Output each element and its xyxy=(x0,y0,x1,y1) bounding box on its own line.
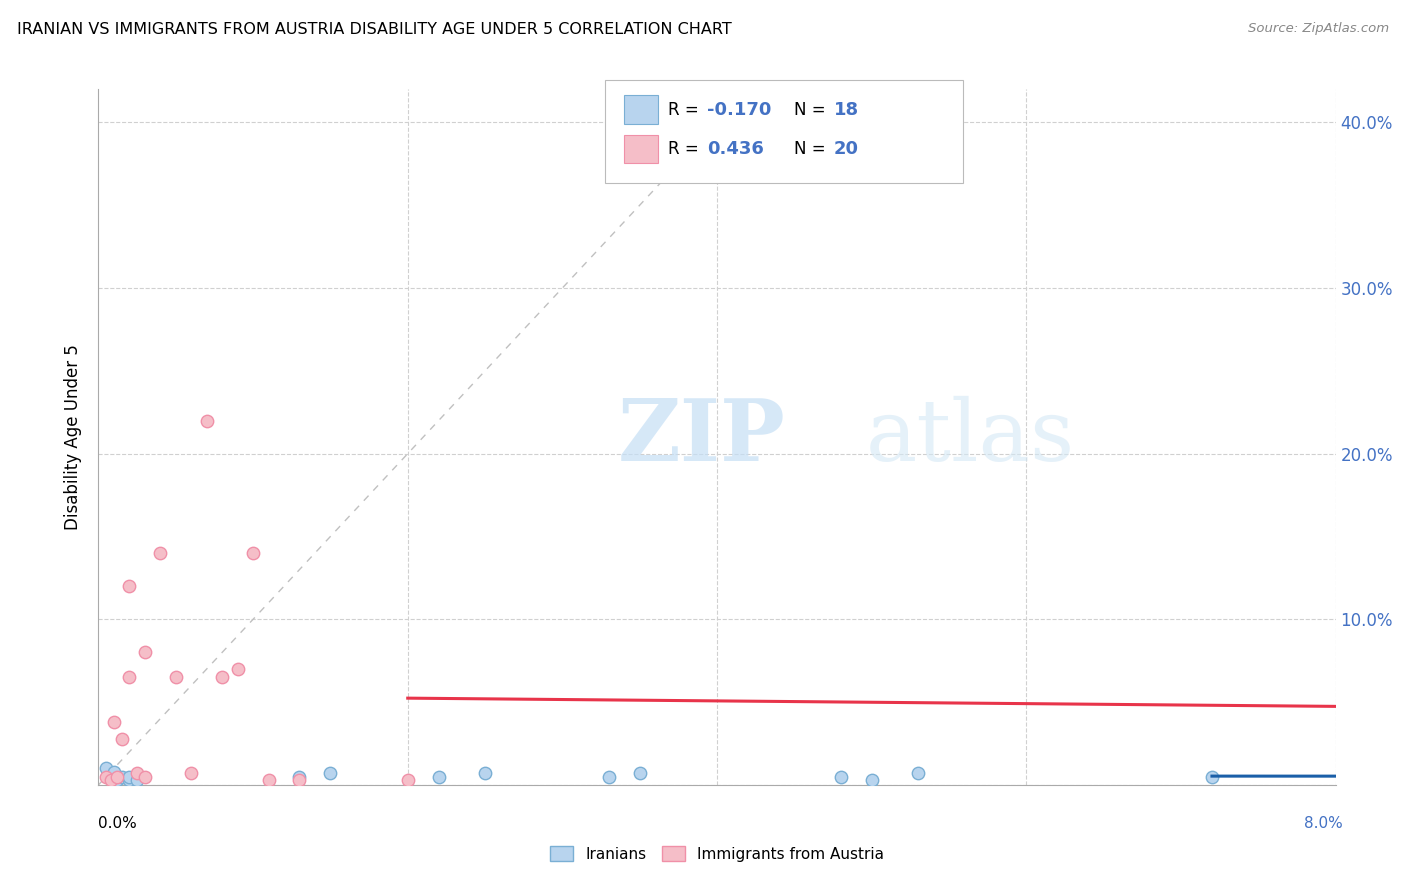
Text: N =: N = xyxy=(794,101,831,119)
Point xyxy=(195,413,218,427)
Point xyxy=(628,766,651,780)
Point xyxy=(319,766,342,780)
Text: atlas: atlas xyxy=(866,395,1074,479)
Text: 18: 18 xyxy=(834,101,859,119)
Point xyxy=(105,770,128,784)
Point xyxy=(242,546,264,560)
Point xyxy=(134,645,156,659)
Text: IRANIAN VS IMMIGRANTS FROM AUSTRIA DISABILITY AGE UNDER 5 CORRELATION CHART: IRANIAN VS IMMIGRANTS FROM AUSTRIA DISAB… xyxy=(17,22,731,37)
Point xyxy=(127,772,149,787)
Point xyxy=(427,770,450,784)
Point xyxy=(474,766,496,780)
Y-axis label: Disability Age Under 5: Disability Age Under 5 xyxy=(65,344,83,530)
Point xyxy=(134,770,156,784)
Point xyxy=(211,670,233,684)
Text: N =: N = xyxy=(794,140,831,158)
Point xyxy=(257,772,280,787)
Text: 20: 20 xyxy=(834,140,859,158)
Text: 8.0%: 8.0% xyxy=(1303,816,1343,831)
Point xyxy=(96,770,118,784)
Point xyxy=(96,761,118,775)
Point xyxy=(118,770,141,784)
Point xyxy=(598,770,620,784)
Text: R =: R = xyxy=(668,140,704,158)
Legend: Iranians, Immigrants from Austria: Iranians, Immigrants from Austria xyxy=(544,839,890,868)
Point xyxy=(288,772,311,787)
Point xyxy=(103,714,125,729)
Point xyxy=(226,662,249,676)
Point xyxy=(118,579,141,593)
Point xyxy=(100,770,122,784)
Text: R =: R = xyxy=(668,101,704,119)
Point xyxy=(830,770,852,784)
Point xyxy=(396,772,419,787)
Point xyxy=(100,772,122,787)
Point xyxy=(118,772,141,787)
Point xyxy=(111,731,134,746)
Point xyxy=(111,770,134,784)
Point xyxy=(118,670,141,684)
Text: 0.0%: 0.0% xyxy=(98,816,138,831)
Point xyxy=(105,772,128,787)
Point xyxy=(127,766,149,780)
Point xyxy=(907,766,929,780)
Text: Source: ZipAtlas.com: Source: ZipAtlas.com xyxy=(1249,22,1389,36)
Point xyxy=(180,766,202,780)
Point xyxy=(149,546,172,560)
Text: 0.436: 0.436 xyxy=(707,140,763,158)
Point xyxy=(165,670,187,684)
Text: -0.170: -0.170 xyxy=(707,101,772,119)
Point xyxy=(288,770,311,784)
Point xyxy=(860,772,883,787)
Point xyxy=(1201,770,1223,784)
Point xyxy=(103,764,125,779)
Text: ZIP: ZIP xyxy=(619,395,786,479)
